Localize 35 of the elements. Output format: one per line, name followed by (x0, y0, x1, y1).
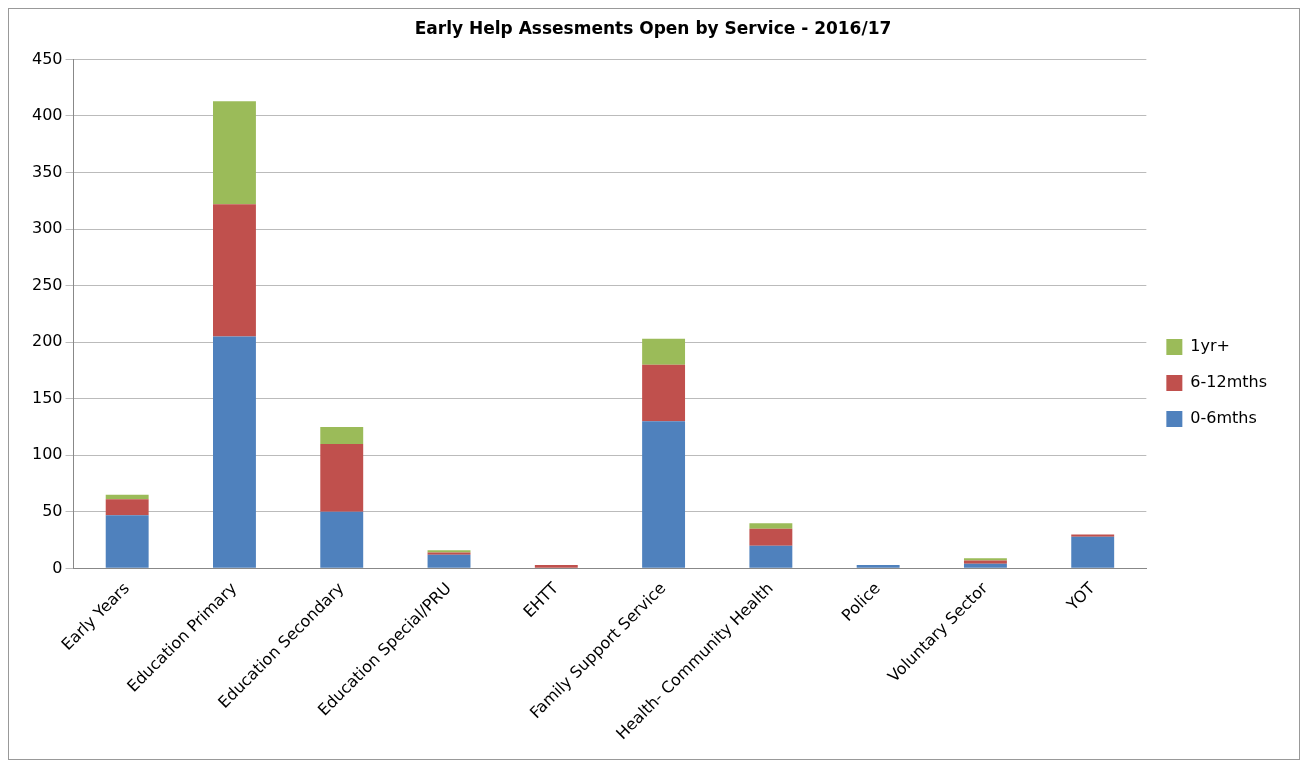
bar (749, 523, 793, 529)
bar (642, 338, 686, 365)
y-tick-label: 250 (31, 274, 63, 294)
bar (963, 563, 1007, 568)
y-tick-label: 300 (31, 218, 63, 238)
bar (427, 554, 471, 568)
y-tick-label: 350 (31, 161, 63, 181)
y-tick-label: 100 (31, 444, 63, 464)
y-tick-label: 400 (31, 105, 63, 125)
y-tick-label: 0 (52, 557, 63, 577)
legend-label: 0-6mths (1190, 408, 1257, 428)
bar (1071, 536, 1115, 568)
bar (105, 499, 149, 516)
y-tick-label: 150 (31, 387, 63, 407)
x-tick-label: YOT (1062, 578, 1099, 615)
bar (534, 564, 578, 568)
bar (320, 443, 364, 512)
chart-title: Early Help Assesments Open by Service - 2016/17 (414, 17, 892, 38)
bar (749, 528, 793, 546)
bar (213, 336, 256, 568)
bar (642, 364, 686, 422)
y-tick-label: 50 (42, 500, 63, 520)
bar (749, 545, 793, 568)
y-tick-label: 200 (31, 331, 63, 351)
bar (1071, 534, 1115, 537)
legend-label: 1yr+ (1190, 336, 1230, 356)
bar (213, 204, 256, 337)
y-tick-label: 450 (31, 48, 63, 68)
bar (105, 515, 149, 568)
bar (642, 421, 686, 568)
bar (320, 426, 364, 444)
bar (213, 101, 256, 205)
bar (856, 564, 900, 568)
bar (320, 511, 364, 568)
legend-label: 6-12mths (1190, 372, 1268, 392)
